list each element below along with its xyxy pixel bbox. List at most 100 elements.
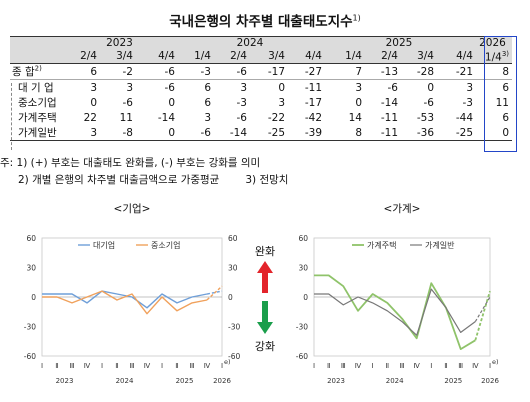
- legend-label: 대기업: [93, 241, 115, 250]
- table-cell: 3: [240, 81, 247, 94]
- y-tick-label-left: 30: [298, 264, 308, 273]
- ease-label: 완화: [255, 245, 275, 258]
- x-year-label: 2024: [386, 377, 404, 385]
- x-year-label: 2025: [176, 377, 194, 385]
- quarter-header: 2/4: [365, 49, 401, 65]
- row-label: 대 기 업: [10, 80, 64, 96]
- ease-arrow-icon: [257, 261, 273, 293]
- table-cell: -6: [423, 96, 434, 109]
- header-corner: [10, 35, 64, 50]
- table-cell: -6: [136, 63, 178, 81]
- x-tick-label: Ⅱ: [55, 362, 58, 370]
- table-row: 종 합2) 6 -2 -6 -3 -6 -17 -27 7 -13 -28 -21 8: [10, 63, 512, 81]
- table-row: 가계주택 22 11 -14 3 -6 -22 -42 14 -11 -53 -44 6: [10, 110, 512, 125]
- y-tick-label-right: 0: [228, 293, 233, 302]
- quarter-label: 4/4: [158, 50, 175, 63]
- table-cell: -6: [236, 111, 247, 124]
- table-cell: 8: [325, 125, 365, 142]
- table-cell: 11: [119, 111, 133, 124]
- quarter-label: 4/4: [456, 50, 473, 63]
- y-tick-label-right: 60: [228, 234, 238, 243]
- y-tick-label-left: -60: [296, 352, 308, 361]
- table-cell: 0: [168, 96, 175, 109]
- row-label: 가계일반: [10, 125, 64, 142]
- table-cell: -6: [214, 63, 250, 81]
- quarter-label: 3/4: [116, 50, 133, 63]
- main-title-text: 국내은행의 차주별 대출태도지수: [169, 14, 353, 30]
- row-label-text: 중소기업: [18, 97, 57, 110]
- table-cell: 3: [64, 125, 100, 142]
- table-cell: 0: [90, 96, 97, 109]
- table-cell: -11: [365, 125, 401, 142]
- table-cell: 6: [204, 96, 211, 109]
- table-cell: -6: [164, 81, 175, 94]
- quarter-header: 3/4: [250, 49, 288, 65]
- y-tick-label-left: -60: [24, 352, 36, 361]
- notes: 주: 1) (+) 부호는 대출태도 완화를, (-) 부호는 강화를 의미 2…: [0, 155, 288, 189]
- y-tick-label-left: 60: [298, 234, 308, 243]
- table-cell: 3: [355, 81, 362, 94]
- table-cell: -11: [304, 81, 322, 94]
- x-tick-label: Ⅰ: [161, 362, 163, 370]
- quarter-header: 1/4: [178, 49, 214, 65]
- table-cell: 0: [278, 81, 285, 94]
- table-row: 가계일반 3 -8 0 -6 -14 -25 -39 8 -11 -36 -25 0: [10, 125, 512, 142]
- note-2: 2) 개별 은행의 차주별 대출금액으로 가중평균: [18, 174, 220, 186]
- x-tick-label: Ⅱ: [115, 362, 118, 370]
- table-cell: 3: [278, 96, 285, 109]
- tighten-label: 강화: [255, 340, 275, 353]
- table-cell: -6: [387, 81, 398, 94]
- row-label-text: 가계일반: [18, 127, 57, 140]
- quarter-header: 2/4: [64, 49, 100, 65]
- x-tick-label: Ⅱ: [327, 362, 330, 370]
- table-cell: -44: [455, 111, 473, 124]
- subrow-indent-guide: [11, 83, 12, 150]
- header-corner: [10, 49, 64, 65]
- x-tick-label: Ⅲ: [400, 362, 405, 370]
- y-tick-label-left: 0: [31, 293, 36, 302]
- quarter-label: 4/4: [305, 50, 322, 63]
- quarter-label: 2/4: [230, 50, 247, 63]
- x-tick-label: Ⅲ: [341, 362, 346, 370]
- year-header: 2024: [178, 35, 325, 50]
- y-tick-label-left: 60: [26, 234, 36, 243]
- x-tick-label: Ⅲ: [190, 362, 195, 370]
- y-tick-label-right: -30: [228, 323, 240, 332]
- x-tick-label: Ⅰ: [489, 362, 491, 370]
- x-year-label: 2023: [327, 377, 345, 385]
- x-tick-label: Ⅲ: [130, 362, 135, 370]
- x-tick-label: Ⅲ: [458, 362, 463, 370]
- table-row: 중소기업 0 -6 0 6 -3 3 -17 0 -14 -6 -3 11: [10, 95, 512, 110]
- table-cell: 6: [502, 111, 509, 124]
- year-header: 2023: [64, 35, 178, 50]
- table-cell: -22: [267, 111, 285, 124]
- quarter-header: 1/43): [476, 49, 512, 65]
- x-tick-label: Ⅱ: [444, 362, 447, 370]
- table-cell: -17: [250, 63, 288, 81]
- table-cell: 0: [355, 96, 362, 109]
- forecast-sup: 3): [501, 49, 509, 58]
- table-cell: 6: [64, 63, 100, 81]
- row-label-text: 대 기 업: [18, 82, 54, 95]
- chart-title: <기업>: [114, 202, 151, 215]
- table-cell: 0: [136, 125, 178, 142]
- series-line-1: [314, 274, 476, 350]
- quarter-header: 4/4: [437, 49, 476, 65]
- table-cell: -13: [365, 63, 401, 81]
- y-tick-label-left: 0: [303, 293, 308, 302]
- table-cell: 6: [502, 81, 509, 94]
- table-row: 대 기 업 3 3 -6 6 3 0 -11 3 -6 0 3 6: [10, 80, 512, 96]
- forecast-highlight-box: [484, 36, 517, 152]
- table-cell: 22: [83, 111, 97, 124]
- series-forecast-1: [474, 290, 491, 341]
- x-tick-label: Ⅰ: [221, 362, 223, 370]
- table-cell: -25: [250, 125, 288, 142]
- x-year-label: 2024: [116, 377, 134, 385]
- direction-arrows: 완화 강화: [255, 245, 275, 353]
- year-header: 2026: [476, 35, 512, 50]
- table-cell: 3: [204, 111, 211, 124]
- x-year-label: 2023: [56, 377, 74, 385]
- x-tick-label: Ⅳ: [355, 362, 362, 370]
- x-year-label: 2026: [213, 377, 231, 385]
